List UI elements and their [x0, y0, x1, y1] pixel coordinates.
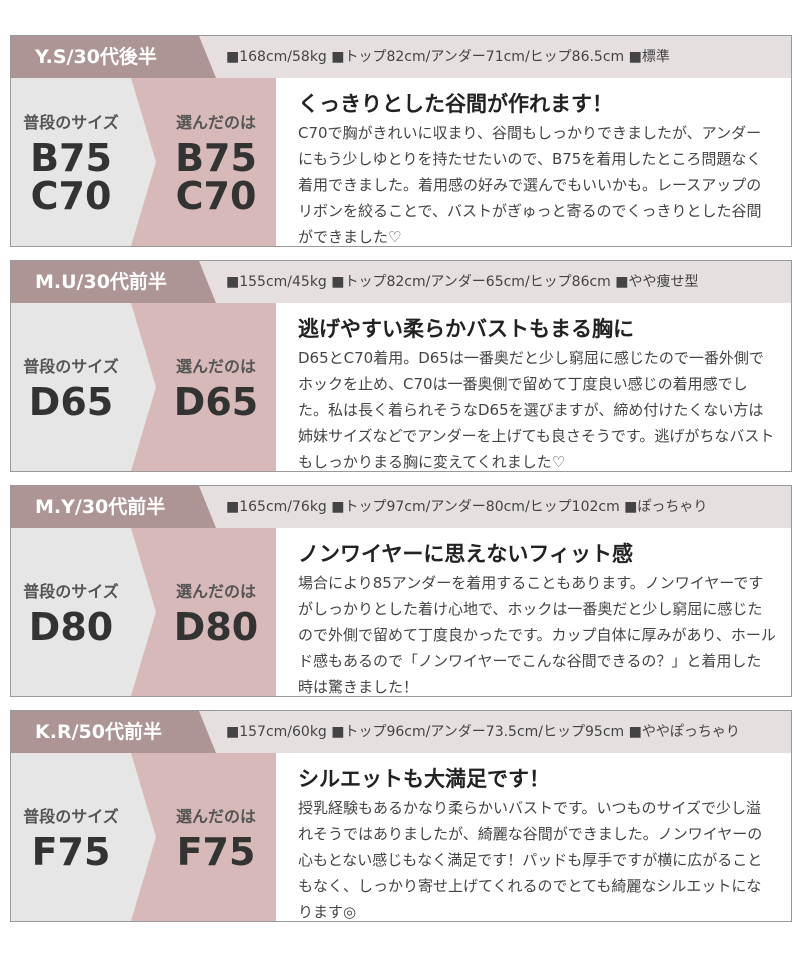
- chosen-size: B75: [175, 136, 257, 180]
- review-card: K.R/50代前半 ■157cm/60kg ■トップ96cm/アンダー73.5cm…: [10, 710, 792, 922]
- review-header: M.U/30代前半 ■155cm/45kg ■トップ82cm/アンダー65cm/ヒ…: [11, 261, 791, 303]
- review-title: くっきりとした谷間が作れます！: [298, 92, 613, 116]
- chosen-size: F75: [176, 830, 256, 874]
- reviewer-name: K.R/50代前半: [11, 711, 216, 753]
- review-card: M.U/30代前半 ■155cm/45kg ■トップ82cm/アンダー65cm/ヒ…: [10, 260, 792, 472]
- reviewer-stats: ■157cm/60kg ■トップ96cm/アンダー73.5cm/ヒップ95cm …: [226, 724, 740, 740]
- usual-size-panel: 普段のサイズ D80: [11, 528, 156, 696]
- usual-size: D80: [28, 605, 114, 649]
- usual-size-panel: 普段のサイズ B75 C70: [11, 78, 156, 246]
- review-body: D65とC70着用。D65は一番奥だと少し窮屈に感じたので一番外側でホックを止め…: [298, 349, 775, 471]
- chosen-size-label: 選んだのは: [175, 357, 256, 376]
- reviewer-name: M.U/30代前半: [11, 261, 216, 303]
- review-header: K.R/50代前半 ■157cm/60kg ■トップ96cm/アンダー73.5cm…: [11, 711, 791, 753]
- usual-size-label: 普段のサイズ: [23, 807, 119, 826]
- chosen-size-label: 選んだのは: [175, 113, 256, 132]
- usual-size: F75: [31, 830, 111, 874]
- reviewer-stats: ■168cm/58kg ■トップ82cm/アンダー71cm/ヒップ86.5cm …: [226, 49, 670, 65]
- chosen-size: C70: [175, 174, 257, 218]
- review-body: 場合により85アンダーを着用することもあります。ノンワイヤーですがしっかりとした…: [298, 574, 776, 696]
- usual-size-panel: 普段のサイズ F75: [11, 753, 156, 921]
- review-body: C70で胸がきれいに収まり、谷間もしっかりできましたが、アンダーにもう少しゆとり…: [298, 124, 762, 246]
- review-title: 逃げやすい柔らかバストもまる胸に: [298, 317, 634, 341]
- review-body: 授乳経験もあるかなり柔らかいバストです。いつものサイズで少し溢れそうではありまし…: [298, 799, 763, 921]
- review-header: Y.S/30代後半 ■168cm/58kg ■トップ82cm/アンダー71cm/ヒ…: [11, 36, 791, 78]
- chosen-size: D65: [173, 380, 259, 424]
- usual-size-label: 普段のサイズ: [23, 113, 119, 132]
- chosen-size-label: 選んだのは: [175, 582, 256, 601]
- chosen-size-label: 選んだのは: [175, 807, 256, 826]
- reviewer-stats: ■165cm/76kg ■トップ97cm/アンダー80cm/ヒップ102cm ■…: [226, 499, 708, 515]
- reviewer-stats: ■155cm/45kg ■トップ82cm/アンダー65cm/ヒップ86cm ■や…: [226, 274, 699, 290]
- usual-size-label: 普段のサイズ: [23, 582, 119, 601]
- usual-size-panel: 普段のサイズ D65: [11, 303, 156, 471]
- usual-size: B75: [30, 136, 112, 180]
- review-header: M.Y/30代前半 ■165cm/76kg ■トップ97cm/アンダー80cm/ヒ…: [11, 486, 791, 528]
- usual-size: D65: [28, 380, 114, 424]
- usual-size: C70: [30, 174, 112, 218]
- reviewer-name: Y.S/30代後半: [11, 36, 216, 78]
- review-title: シルエットも大満足です！: [298, 767, 550, 791]
- reviewer-name: M.Y/30代前半: [11, 486, 216, 528]
- review-card: Y.S/30代後半 ■168cm/58kg ■トップ82cm/アンダー71cm/ヒ…: [10, 35, 792, 247]
- usual-size-label: 普段のサイズ: [23, 357, 119, 376]
- review-card: M.Y/30代前半 ■165cm/76kg ■トップ97cm/アンダー80cm/ヒ…: [10, 485, 792, 697]
- review-title: ノンワイヤーに思えないフィット感: [298, 542, 633, 566]
- chosen-size: D80: [173, 605, 259, 649]
